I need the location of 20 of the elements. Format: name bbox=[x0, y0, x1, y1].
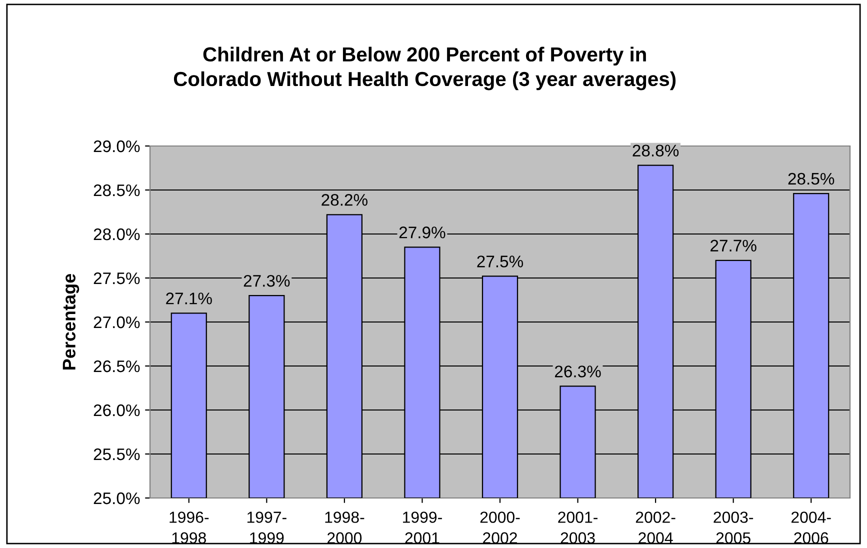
y-axis-title: Percentage bbox=[62, 274, 80, 370]
data-label: 28.8% bbox=[632, 144, 679, 157]
y-tick-label: 25.5% bbox=[94, 448, 140, 460]
y-tick-label: 28.0% bbox=[94, 228, 140, 240]
chart-title: Children At or Below 200 Percent of Poverty in Colorado Without Health Coverage (3 year averages) bbox=[174, 46, 676, 90]
data-label: 26.3% bbox=[554, 366, 601, 378]
y-tick-label: 27.0% bbox=[94, 316, 140, 328]
y-tick-label: 25.0% bbox=[94, 492, 140, 504]
data-label: 27.3% bbox=[244, 274, 290, 287]
data-label: 27.9% bbox=[399, 226, 446, 238]
data-label: 28.2% bbox=[322, 194, 368, 206]
y-tick-label: 29.0% bbox=[94, 140, 140, 152]
y-tick-label: 28.5% bbox=[94, 184, 140, 196]
data-label: 27.1% bbox=[166, 292, 212, 304]
data-label: 27.5% bbox=[477, 256, 524, 268]
y-tick-label: 26.5% bbox=[94, 360, 140, 372]
y-tick-label: 26.0% bbox=[94, 404, 140, 416]
data-label: 28.5% bbox=[788, 172, 834, 185]
data-label: 27.7% bbox=[710, 240, 756, 252]
y-tick-label: 27.5% bbox=[94, 272, 140, 284]
